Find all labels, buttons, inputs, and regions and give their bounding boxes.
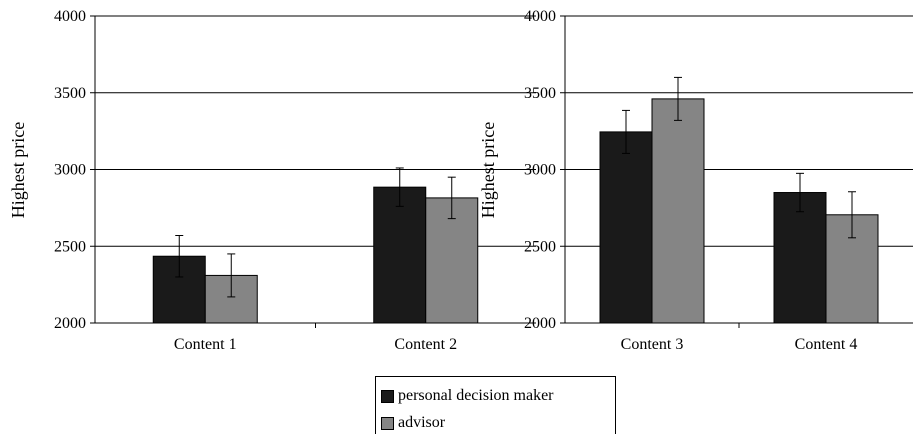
y-axis-label: Highest price	[478, 122, 498, 218]
legend-swatch-advisor	[381, 416, 394, 430]
legend-swatch-personal-decision-maker	[381, 389, 394, 403]
y-tick-label: 2000	[54, 315, 86, 332]
y-tick-label: 3000	[524, 162, 556, 179]
x-tick-label: Content 4	[795, 336, 858, 353]
x-tick-label: Content 2	[394, 336, 457, 353]
bar-personal-decision-maker-content-4	[773, 192, 827, 324]
y-tick-label: 2000	[524, 315, 556, 332]
bar-personal-decision-maker-content-3	[599, 131, 653, 324]
y-tick-label: 3000	[54, 162, 86, 179]
bar-personal-decision-maker-content-2	[373, 186, 427, 324]
legend-item-personal-decision-maker: personal decision maker	[381, 385, 554, 407]
x-tick-label: Content 1	[174, 336, 237, 353]
y-tick-label: 4000	[54, 8, 86, 25]
y-tick-label: 2500	[524, 238, 556, 255]
y-tick-label: 4000	[524, 8, 556, 25]
y-tick-label: 3500	[524, 85, 556, 102]
legend-item-advisor: advisor	[381, 412, 445, 434]
y-axis-label: Highest price	[8, 122, 28, 218]
legend: personal decision maker advisor	[375, 376, 616, 434]
x-tick-label: Content 3	[621, 336, 684, 353]
bar-charts: 2000 2500 3000 3500 4000 Highest price Content…	[8, 8, 913, 353]
y-tick-label: 2500	[54, 238, 86, 255]
y-tick-label: 3500	[54, 85, 86, 102]
bar-advisor-content-3	[651, 98, 705, 324]
legend-label-personal-decision-maker: personal decision maker	[398, 387, 554, 404]
legend-label-advisor: advisor	[398, 414, 446, 431]
